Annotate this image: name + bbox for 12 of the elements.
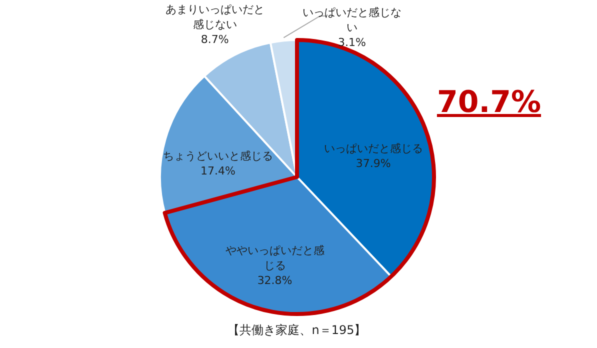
slice-label: あまりいっぱいだと感じない bbox=[165, 3, 264, 32]
data-label: 17.4% bbox=[200, 164, 236, 178]
text: 【共働き家庭、n＝195】 bbox=[228, 323, 366, 337]
data-label: 32.8% bbox=[257, 274, 292, 288]
data-label: 3.1% bbox=[338, 36, 366, 50]
slice-label: ちょうどいいと感じる bbox=[163, 150, 274, 163]
data-label: 8.7% bbox=[200, 33, 229, 46]
slice-label: いっぱいだと感じない bbox=[302, 6, 402, 34]
data-label: 37.9% bbox=[356, 157, 391, 170]
slice-label: ややいっぱいだと感じる bbox=[225, 244, 324, 272]
text: 70.7% bbox=[436, 85, 542, 120]
slice-label: いっぱいだと感じる bbox=[324, 142, 423, 156]
